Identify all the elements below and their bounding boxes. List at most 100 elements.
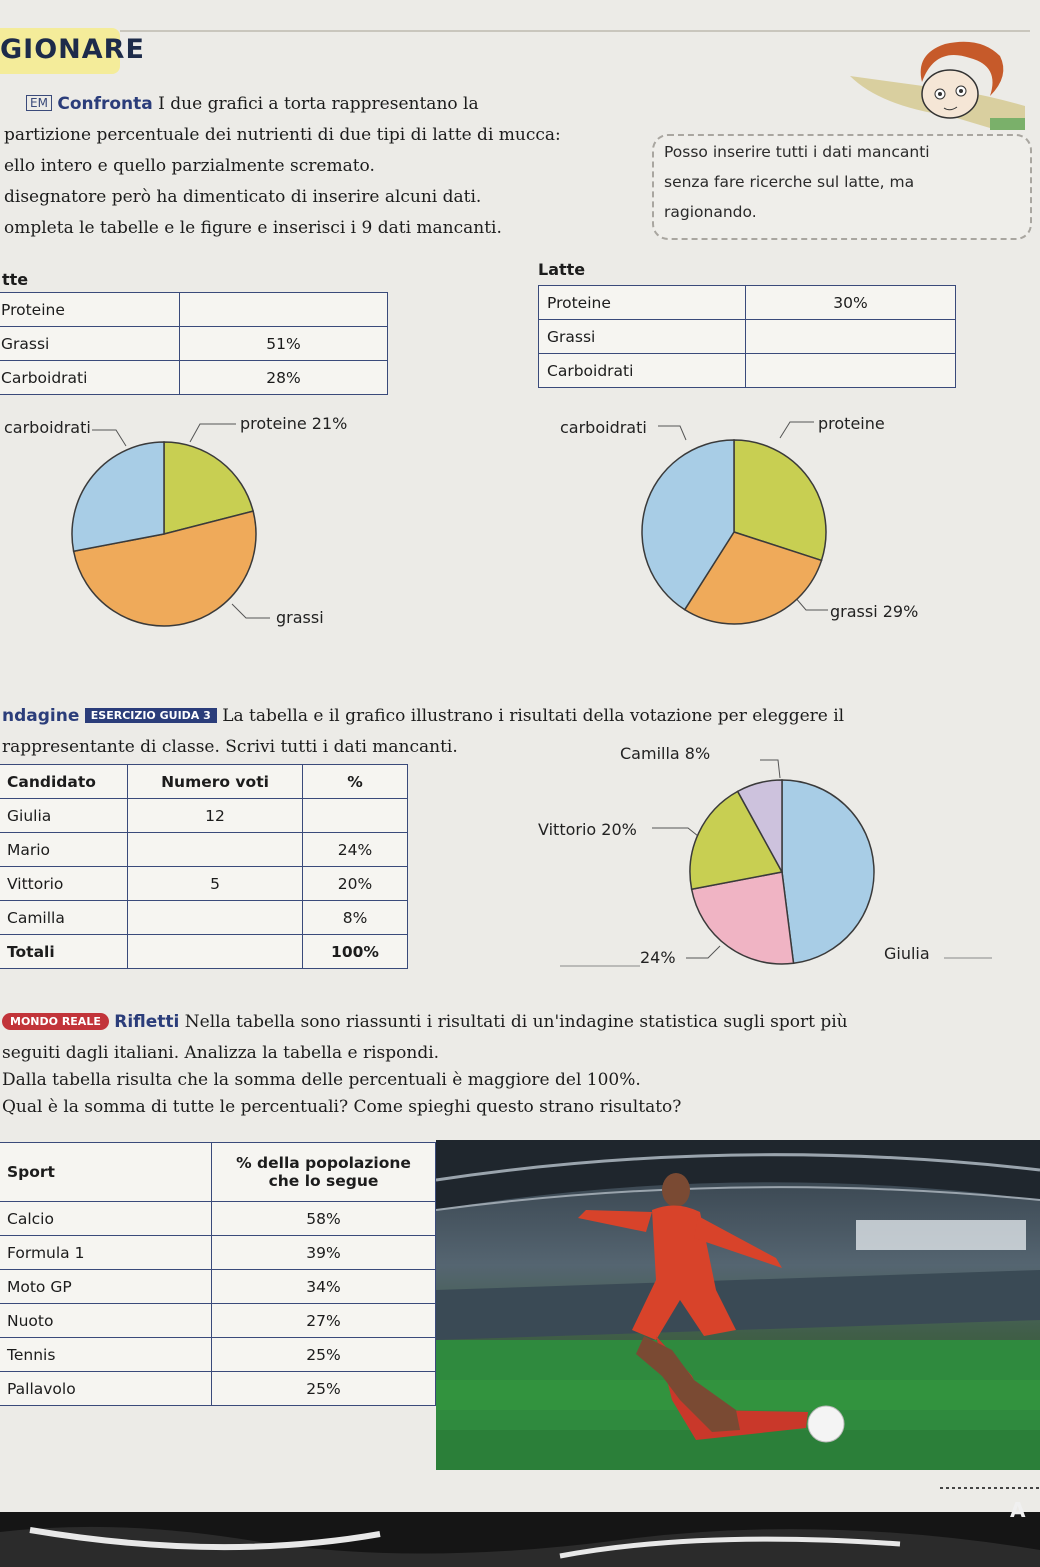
table-cell: 58%: [211, 1201, 436, 1236]
exercise-text: ello intero e quello parzialmente screma…: [4, 156, 375, 176]
pie-label: carboidrati: [560, 418, 647, 437]
table-row: Carboidrati 28%: [0, 360, 388, 395]
table-row: Calcio 58%: [0, 1201, 436, 1236]
table-cell: Totali: [0, 934, 128, 969]
pie-slice-proteine: [163, 441, 255, 535]
pie-label: proteine 21%: [240, 414, 348, 433]
table-cell: Vittorio: [0, 866, 128, 901]
table-row: Grassi 51%: [0, 326, 388, 361]
page-corner-letter: A: [1010, 1498, 1026, 1522]
exercise-text: Qual è la somma di tutte le percentuali?…: [2, 1097, 682, 1117]
table-header-line: % della popolazione: [236, 1154, 411, 1172]
pie3-leader-lines: [560, 759, 992, 967]
pie-slice-carboidrati: [71, 441, 165, 553]
exercise-text: partizione percentuale dei nutrienti di …: [4, 125, 561, 145]
pie-slice-carboidrati: [641, 439, 735, 611]
table-cell: 8%: [302, 900, 408, 935]
table-header: Candidato: [0, 764, 128, 799]
table-cell: 28%: [179, 360, 388, 395]
table-row: Grassi: [538, 319, 956, 354]
pie-label: 24%: [640, 948, 676, 967]
pie-chart-votes: [689, 779, 875, 965]
table-cell: 24%: [302, 832, 408, 867]
table-header: Sport: [0, 1142, 212, 1202]
table-row: Totali 100%: [0, 934, 408, 969]
table-cell: Calcio: [0, 1201, 212, 1236]
pie-chart-skimmed-milk: [641, 439, 827, 625]
table-cell: [127, 900, 303, 935]
votes-table: Candidato Numero voti % Giulia 12 Mario 24…: [0, 764, 408, 969]
table-cell: Tennis: [0, 1337, 212, 1372]
pie2-leader-lines: [658, 421, 828, 611]
table-cell: 51%: [179, 326, 388, 361]
pie-chart-whole-milk: [71, 441, 257, 627]
pie-label: proteine: [818, 414, 885, 433]
guide-tag: ESERCIZIO GUIDA 3: [84, 708, 217, 723]
table-row: Formula 1 39%: [0, 1235, 436, 1270]
table-row: Proteine: [0, 292, 388, 327]
header-band: [0, 28, 120, 74]
exercise-text: seguiti dagli italiani. Analizza la tabe…: [2, 1043, 440, 1063]
table-row: Mario 24%: [0, 832, 408, 867]
table-cell: 34%: [211, 1269, 436, 1304]
stadium-scene: [436, 1140, 1040, 1470]
exercise-text: La tabella e il grafico illustrano i ris…: [222, 706, 845, 726]
footer-decoration: [0, 1487, 1040, 1567]
table-header: % della popolazione che lo segue: [211, 1142, 436, 1202]
milk-right-table: Proteine 30% Grassi Carboidrati: [538, 285, 956, 388]
pie-label: Camilla 8%: [620, 744, 711, 763]
table-cell: Camilla: [0, 900, 128, 935]
hint-line: Posso inserire tutti i dati mancanti: [664, 143, 930, 161]
table-cell: [745, 319, 956, 354]
table-cell: Moto GP: [0, 1269, 212, 1304]
section-title: GIONARE: [0, 34, 145, 65]
table-cell: Grassi: [538, 319, 746, 354]
pie-label: carboidrati: [4, 418, 91, 437]
table-header-line: che lo segue: [268, 1172, 379, 1190]
milk-left-table: Proteine Grassi 51% Carboidrati 28%: [0, 292, 388, 395]
exercise-title: ndagine: [2, 706, 80, 726]
pie1-leader-lines: [92, 423, 270, 619]
table-header: Numero voti: [127, 764, 303, 799]
table-cell: Proteine: [538, 285, 746, 320]
table-cell: [127, 832, 303, 867]
table-header: %: [302, 764, 408, 799]
table-row: Tennis 25%: [0, 1337, 436, 1372]
hint-line: senza fare ricerche sul latte, ma: [664, 173, 915, 191]
exercise3-line1: MONDO REALE Rifletti Nella tabella sono …: [2, 1012, 848, 1032]
table-cell: 39%: [211, 1235, 436, 1270]
table-cell: [127, 934, 303, 969]
top-rule: [120, 30, 1030, 32]
real-world-tag: MONDO REALE: [2, 1013, 109, 1030]
milk-left-title: tte: [2, 270, 29, 289]
exercise-tag: EM: [26, 95, 52, 111]
table-row: Vittorio 5 20%: [0, 866, 408, 901]
pie-label: Vittorio 20%: [538, 820, 637, 839]
table-cell: [179, 292, 388, 327]
table-row: Nuoto 27%: [0, 1303, 436, 1338]
pie-slice-grassi: [72, 510, 257, 627]
sports-table: Sport % della popolazione che lo segue Ca…: [0, 1142, 436, 1406]
table-cell: [745, 353, 956, 388]
table-row: Moto GP 34%: [0, 1269, 436, 1304]
milk-right-title: Latte: [538, 260, 586, 279]
table-cell: Carboidrati: [538, 353, 746, 388]
table-row: Pallavolo 25%: [0, 1371, 436, 1406]
table-cell: [302, 798, 408, 833]
table-cell: 100%: [302, 934, 408, 969]
pie-label: Giulia: [884, 944, 930, 963]
girl-illustration: [850, 41, 1025, 130]
table-header-row: Candidato Numero voti %: [0, 764, 408, 799]
table-cell: Pallavolo: [0, 1371, 212, 1406]
table-cell: 25%: [211, 1371, 436, 1406]
pie-slice-mario: [690, 871, 795, 965]
table-cell: Nuoto: [0, 1303, 212, 1338]
exercise-text: I due grafici a torta rappresentano la: [158, 94, 479, 114]
table-cell: 12: [127, 798, 303, 833]
pie-label: grassi 29%: [830, 602, 919, 621]
pie-slice-vittorio: [689, 790, 784, 891]
exercise-text: Dalla tabella risulta che la somma delle…: [2, 1070, 641, 1090]
table-cell: Giulia: [0, 798, 128, 833]
pie-label: grassi: [276, 608, 324, 627]
exercise-text: ompleta le tabelle e le figure e inseris…: [4, 218, 502, 238]
